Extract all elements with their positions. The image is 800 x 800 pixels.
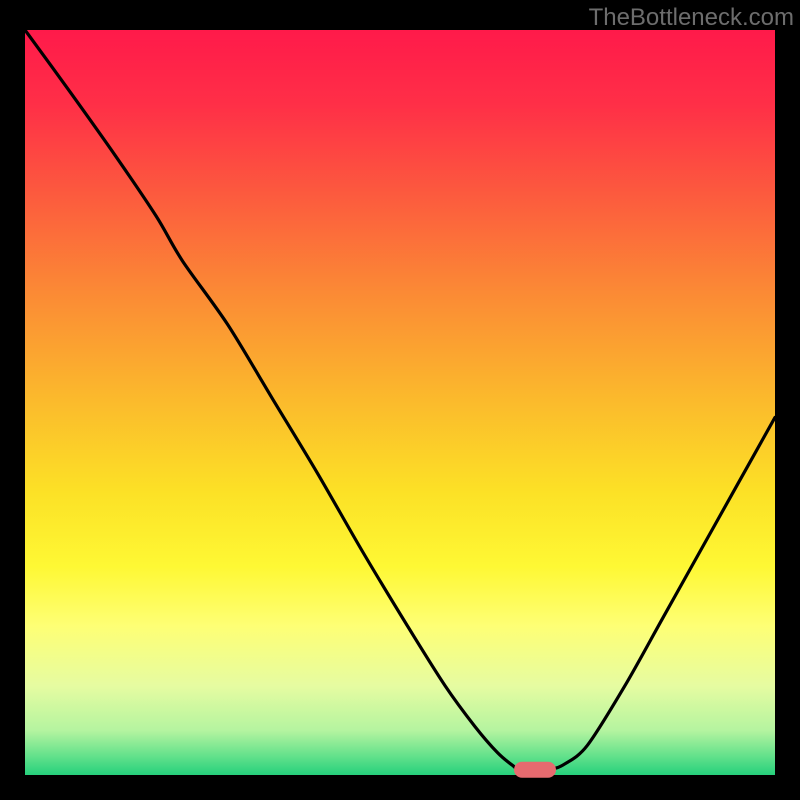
attribution-text: TheBottleneck.com [589,4,794,32]
chart-container: TheBottleneck.com [0,0,800,800]
optimal-marker [514,762,556,778]
plot-area [25,30,775,775]
chart-svg [0,0,800,800]
